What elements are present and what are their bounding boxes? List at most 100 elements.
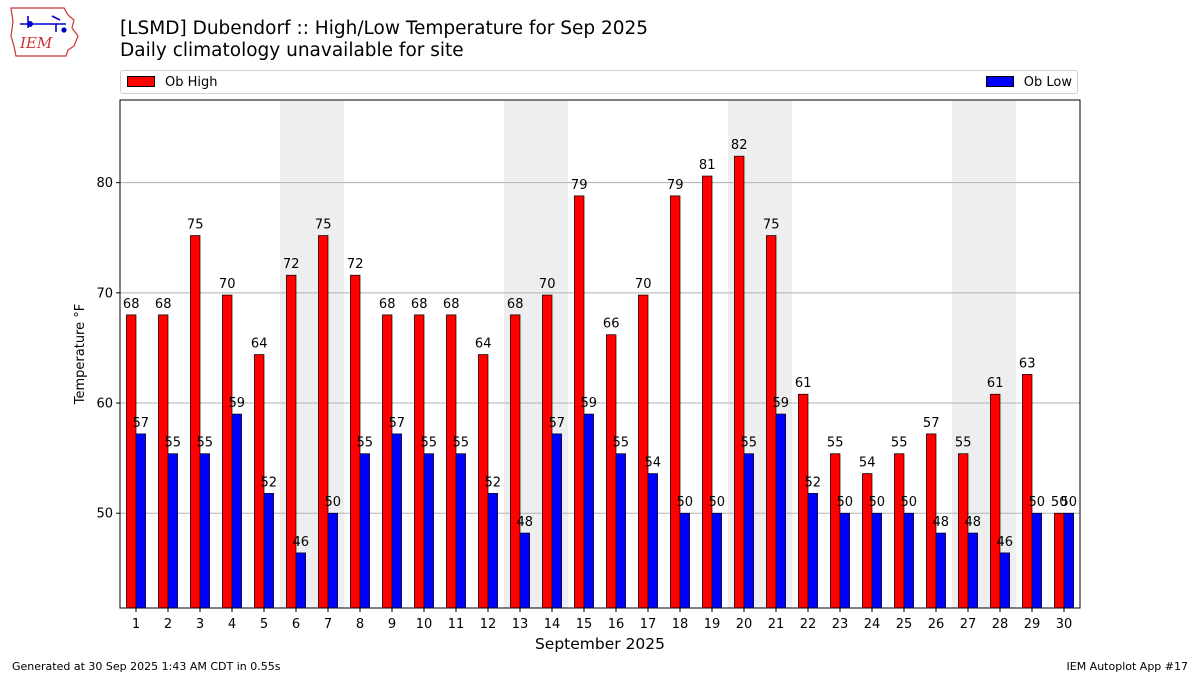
xtick-label-4: 4 bbox=[228, 617, 236, 632]
xtick-label-24: 24 bbox=[864, 617, 881, 632]
weather-station-icon bbox=[20, 15, 67, 33]
bar-low-30 bbox=[1063, 512, 1074, 609]
bar-low-12 bbox=[487, 493, 498, 609]
label-low-1: 57 bbox=[133, 416, 150, 431]
xtick-label-10: 10 bbox=[416, 617, 433, 632]
bar-high-6 bbox=[286, 274, 297, 609]
bar-high-10 bbox=[414, 314, 425, 609]
bar-low-9 bbox=[391, 433, 402, 609]
label-low-6: 46 bbox=[293, 535, 310, 550]
label-low-18: 50 bbox=[677, 495, 694, 510]
xtick-label-2: 2 bbox=[164, 617, 172, 632]
label-high-16: 66 bbox=[603, 317, 620, 332]
bar-high-5 bbox=[254, 354, 265, 609]
label-high-14: 70 bbox=[539, 277, 556, 292]
label-high-5: 64 bbox=[251, 337, 268, 352]
label-high-28: 61 bbox=[987, 376, 1004, 391]
ytick-label-70: 70 bbox=[96, 286, 113, 301]
weekend-band-4 bbox=[952, 100, 1016, 608]
ytick-label-60: 60 bbox=[96, 397, 113, 412]
xtick-label-13: 13 bbox=[512, 617, 529, 632]
label-high-9: 68 bbox=[379, 297, 396, 312]
label-high-12: 64 bbox=[475, 337, 492, 352]
xtick-label-28: 28 bbox=[992, 617, 1009, 632]
xtick-label-17: 17 bbox=[640, 617, 657, 632]
bar-high-7 bbox=[318, 235, 329, 609]
bar-low-16 bbox=[615, 453, 626, 609]
bar-high-20 bbox=[734, 155, 745, 609]
bar-low-13 bbox=[519, 532, 530, 609]
bar-low-4 bbox=[231, 413, 242, 609]
bar-low-15 bbox=[583, 413, 594, 609]
bar-low-29 bbox=[1031, 512, 1042, 609]
footer-app: IEM Autoplot App #17 bbox=[1066, 660, 1189, 673]
label-high-18: 79 bbox=[667, 178, 684, 193]
xtick-label-6: 6 bbox=[292, 617, 300, 632]
bar-high-11 bbox=[446, 314, 457, 609]
footer-generated: Generated at 30 Sep 2025 1:43 AM CDT in … bbox=[12, 660, 281, 673]
label-high-27: 55 bbox=[955, 436, 972, 451]
bar-high-17 bbox=[638, 294, 649, 609]
bar-high-13 bbox=[510, 314, 521, 609]
label-high-22: 61 bbox=[795, 376, 812, 391]
bar-low-2 bbox=[167, 453, 178, 609]
label-low-24: 50 bbox=[869, 495, 886, 510]
label-high-21: 75 bbox=[763, 218, 780, 233]
bar-low-5 bbox=[263, 493, 274, 609]
label-low-14: 57 bbox=[549, 416, 566, 431]
xtick-label-14: 14 bbox=[544, 617, 561, 632]
label-high-6: 72 bbox=[283, 257, 300, 272]
bar-high-15 bbox=[574, 195, 585, 609]
legend-label-low: Ob Low bbox=[1023, 75, 1072, 90]
label-low-30: 50 bbox=[1061, 495, 1078, 510]
label-low-23: 50 bbox=[837, 495, 854, 510]
label-high-29: 63 bbox=[1019, 356, 1036, 371]
legend-item-low: Ob Low bbox=[985, 75, 1072, 90]
label-low-2: 55 bbox=[165, 436, 182, 451]
label-low-7: 50 bbox=[325, 495, 342, 510]
label-high-8: 72 bbox=[347, 257, 364, 272]
label-low-4: 59 bbox=[229, 396, 246, 411]
y-axis-label: Temperature °F bbox=[73, 304, 88, 405]
legend: Ob High Ob Low bbox=[120, 70, 1078, 94]
xtick-label-22: 22 bbox=[800, 617, 817, 632]
label-high-23: 55 bbox=[827, 436, 844, 451]
label-low-10: 55 bbox=[421, 436, 438, 451]
bar-high-28 bbox=[990, 393, 1001, 609]
xtick-label-18: 18 bbox=[672, 617, 689, 632]
plot-frame bbox=[119, 99, 1081, 609]
label-low-28: 46 bbox=[997, 535, 1014, 550]
bar-high-24 bbox=[862, 473, 873, 609]
label-low-22: 52 bbox=[805, 475, 822, 490]
ytick-label-80: 80 bbox=[96, 176, 113, 191]
xtick-label-20: 20 bbox=[736, 617, 753, 632]
xtick-label-26: 26 bbox=[928, 617, 945, 632]
bar-high-12 bbox=[478, 354, 489, 609]
chart-subtitle: Daily climatology unavailable for site bbox=[120, 40, 464, 61]
label-low-20: 55 bbox=[741, 436, 758, 451]
label-high-25: 55 bbox=[891, 436, 908, 451]
bar-low-26 bbox=[935, 532, 946, 609]
xtick-label-9: 9 bbox=[388, 617, 396, 632]
label-high-17: 70 bbox=[635, 277, 652, 292]
x-axis-label: September 2025 bbox=[535, 635, 665, 653]
bar-low-19 bbox=[711, 512, 722, 609]
chart-title: [LSMD] Dubendorf :: High/Low Temperature… bbox=[120, 18, 649, 39]
bar-low-25 bbox=[903, 512, 914, 609]
label-low-9: 57 bbox=[389, 416, 406, 431]
bar-high-23 bbox=[830, 453, 841, 609]
iem-logo: IEM bbox=[10, 7, 79, 57]
xtick-label-8: 8 bbox=[356, 617, 364, 632]
xtick-label-3: 3 bbox=[196, 617, 204, 632]
bar-high-8 bbox=[350, 274, 361, 609]
bar-low-14 bbox=[551, 433, 562, 609]
bar-low-24 bbox=[871, 512, 882, 609]
label-low-5: 52 bbox=[261, 475, 278, 490]
label-high-24: 54 bbox=[859, 456, 876, 471]
xtick-label-16: 16 bbox=[608, 617, 625, 632]
weekend-band-3 bbox=[728, 100, 792, 608]
xtick-label-12: 12 bbox=[480, 617, 497, 632]
bar-low-11 bbox=[455, 453, 466, 609]
weekend-band-1 bbox=[280, 100, 344, 608]
